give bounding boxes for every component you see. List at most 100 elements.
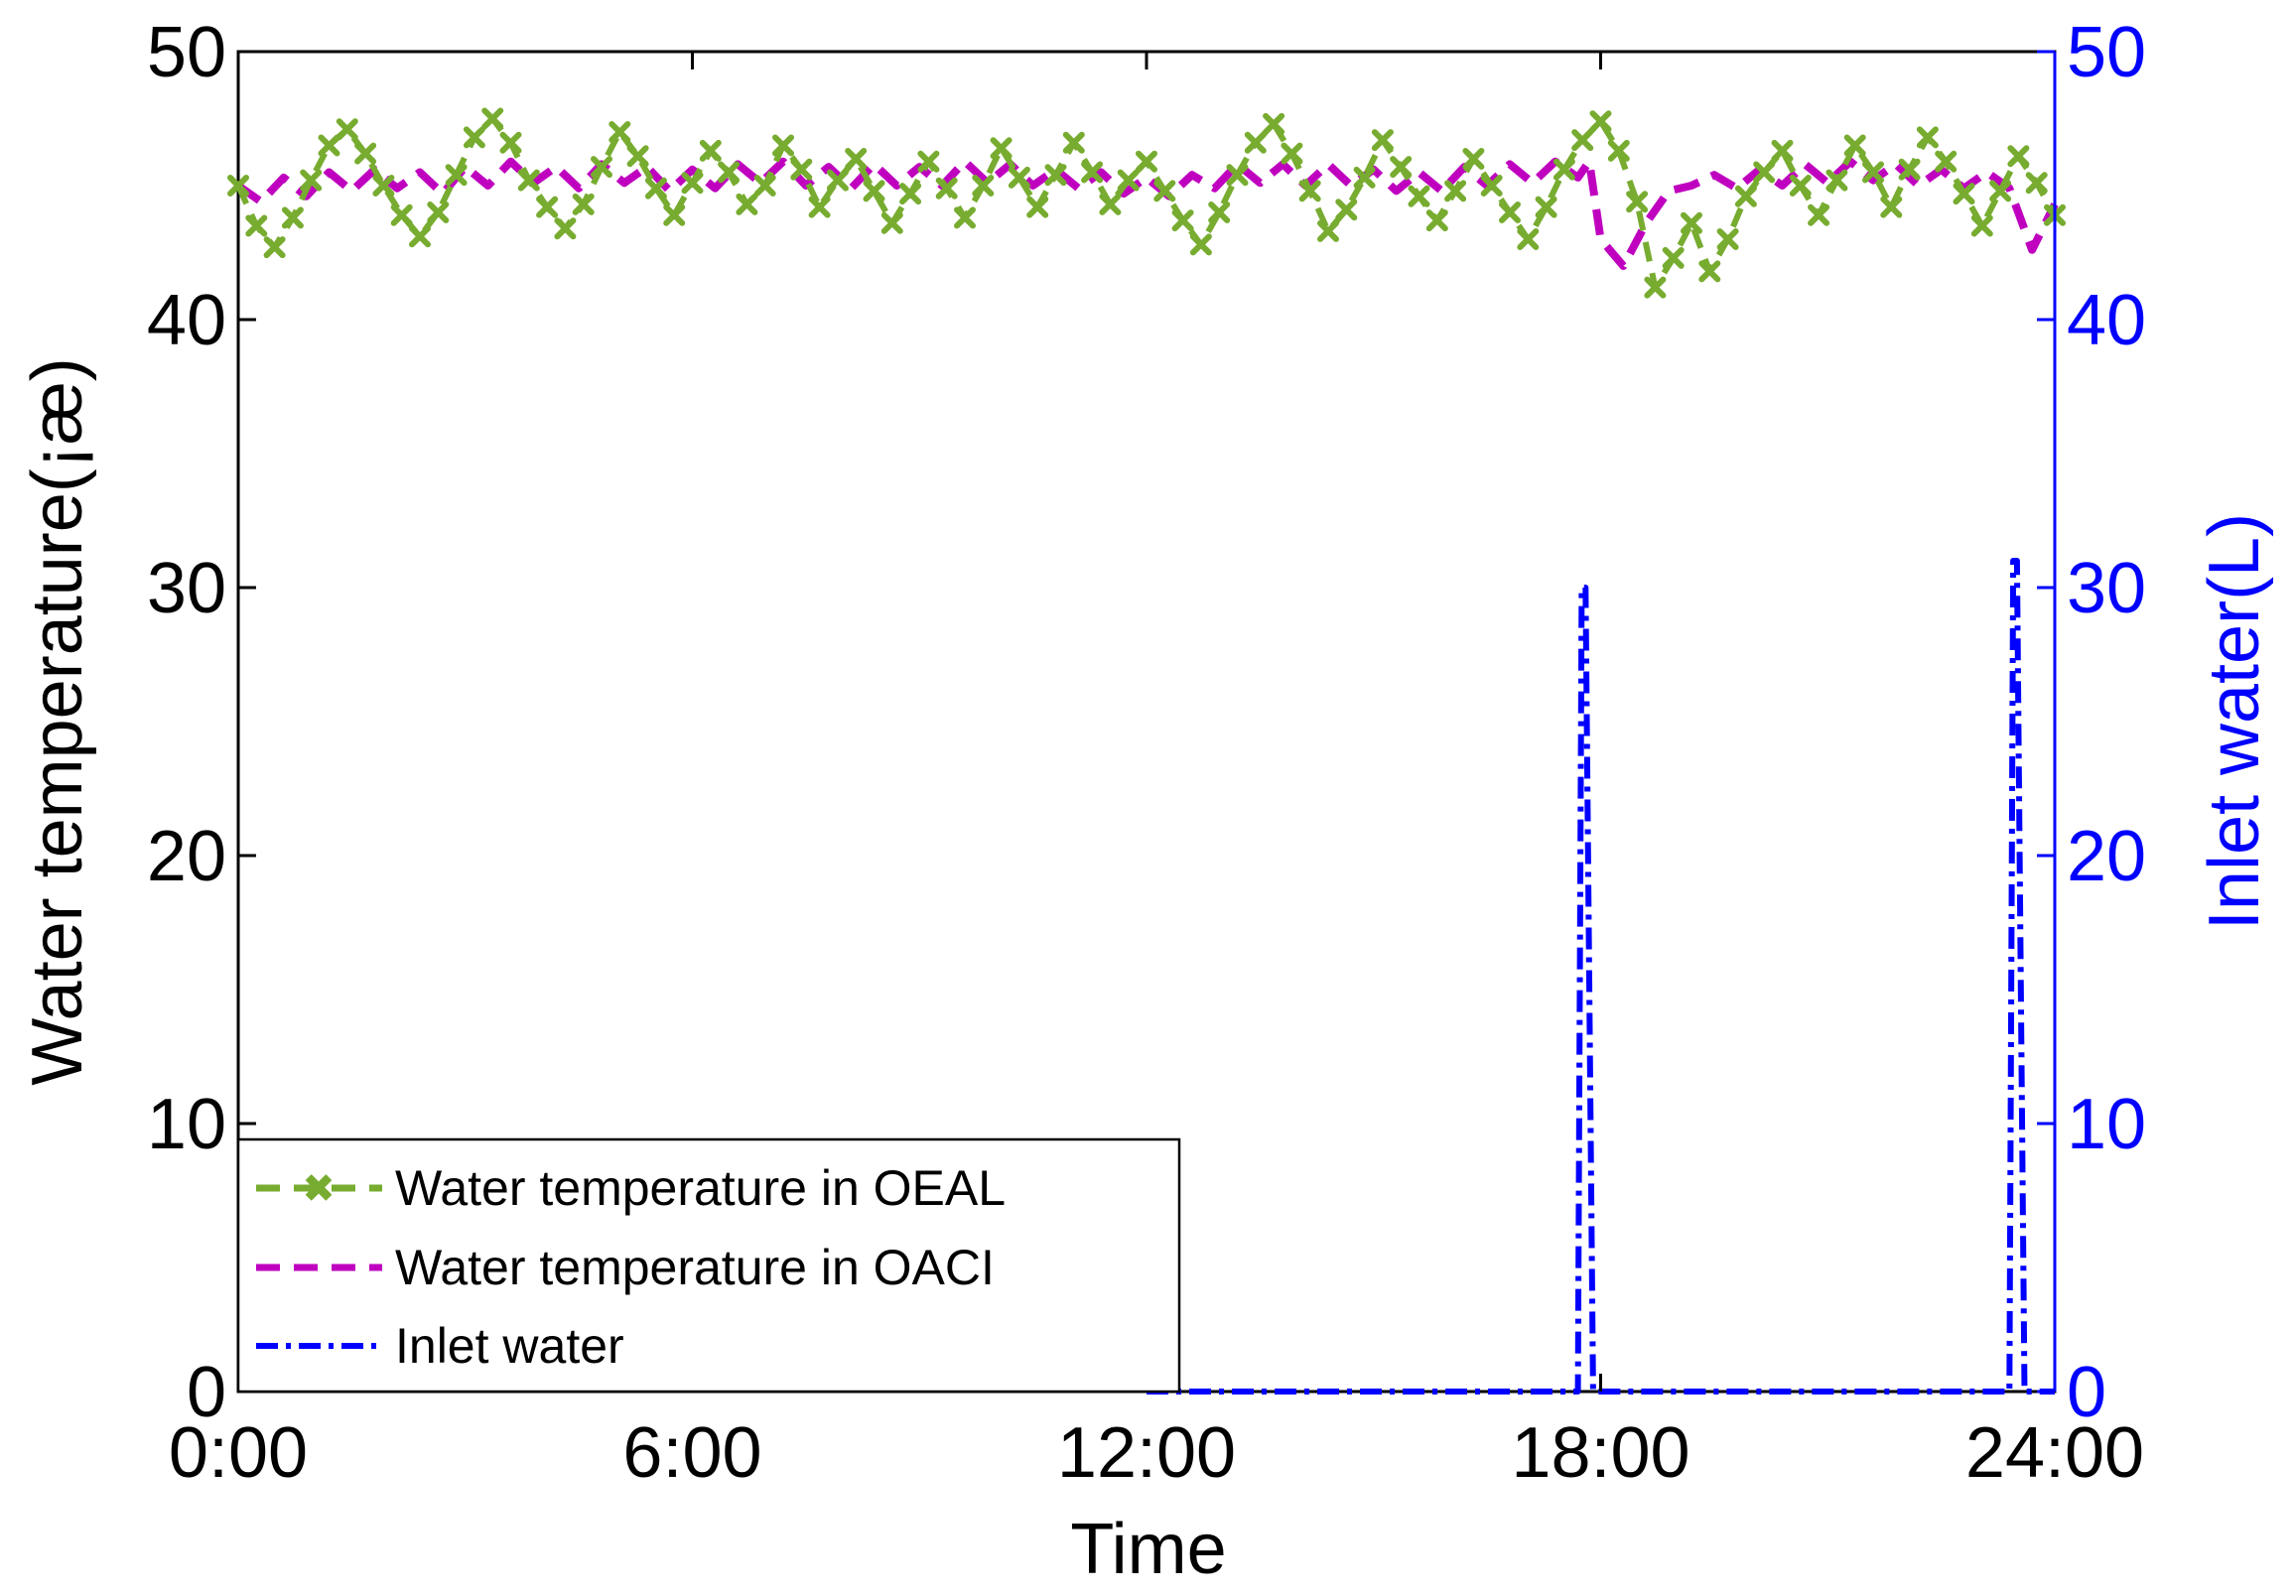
y-tick-label: 20	[147, 817, 226, 896]
oeal-marker	[608, 121, 631, 143]
oeal-marker	[699, 139, 722, 162]
oeal-marker	[1171, 209, 1194, 232]
legend-oeal-label: Water temperature in OEAL	[395, 1160, 1006, 1216]
ticks-layer: 0:00 6:00 12:00 18:00 24:0001020304050010203…	[147, 13, 2146, 1493]
oeal-marker	[1390, 156, 1413, 179]
oeal-marker	[1808, 203, 1830, 226]
oeal-marker	[390, 203, 413, 226]
oeal-marker	[409, 225, 431, 248]
y2-tick-label: 20	[2067, 817, 2146, 896]
legend-inlet-label: Inlet water	[395, 1318, 624, 1374]
oeal-marker	[1898, 158, 1921, 181]
legend-oaci-label: Water temperature in OACI	[395, 1240, 995, 1295]
oeal-marker	[1970, 214, 1993, 237]
oeal-marker	[1425, 209, 1448, 232]
oeal-marker	[1281, 142, 1303, 165]
oeal-marker	[554, 217, 577, 240]
x-axis-title: Time	[1070, 1510, 1226, 1589]
x-tick-label: 0:00	[169, 1413, 308, 1493]
oeal-marker	[1444, 180, 1467, 202]
oeal-marker	[1681, 211, 1702, 234]
y-tick-label: 30	[147, 549, 226, 628]
oeal-marker	[499, 131, 522, 154]
oeal-marker	[808, 196, 831, 218]
oeal-marker	[1298, 180, 1321, 202]
oeal-marker	[1553, 158, 1575, 181]
oeal-marker	[1208, 201, 1231, 223]
oeal-marker	[427, 201, 450, 223]
y-axis-title: Water temperature(¡æ)	[18, 357, 97, 1086]
oeal-marker	[1153, 180, 1176, 202]
oeal-marker	[863, 180, 885, 202]
oeal-marker	[1626, 191, 1649, 213]
oeal-marker	[1008, 166, 1030, 189]
oeal-marker	[1825, 169, 1848, 192]
oeal-marker	[1716, 228, 1739, 250]
oeal-marker	[790, 158, 813, 181]
oeal-marker	[736, 193, 758, 215]
y2-tick-label: 10	[2067, 1085, 2146, 1164]
oeal-marker	[1535, 196, 1557, 218]
oeal-marker	[481, 107, 504, 130]
y2-tick-label: 30	[2067, 549, 2146, 628]
oeal-marker	[1734, 185, 1757, 207]
oeal-marker	[935, 177, 958, 200]
oeal-marker	[517, 169, 540, 192]
y2-axis-title: Inlet water(L)	[2195, 513, 2274, 930]
oeal-marker	[300, 169, 323, 192]
legend-oeal-marker: ✖	[302, 1167, 336, 1211]
oeal-marker	[1843, 134, 1866, 157]
oeal-marker	[1571, 129, 1594, 152]
oeal-marker	[1026, 196, 1049, 218]
oeal-marker	[663, 203, 686, 226]
inlet-water-line	[1147, 558, 2055, 1395]
oeal-marker	[626, 145, 649, 168]
oeal-marker	[354, 142, 377, 165]
oeal-marker	[1644, 276, 1667, 299]
oeal-marker	[463, 126, 485, 149]
oeal-marker	[1263, 112, 1285, 135]
oeal-marker	[227, 175, 249, 197]
oeal-marker	[826, 169, 849, 192]
oeal-marker	[1698, 260, 1721, 283]
legend-box	[236, 1137, 1181, 1394]
oeal-marker	[1044, 164, 1067, 187]
y2-tick-label: 50	[2067, 13, 2146, 92]
series-layer	[227, 107, 2066, 1395]
oeal-marker	[1880, 196, 1903, 218]
oeal-marker	[536, 196, 559, 218]
oeal-marker	[263, 236, 286, 259]
oeal-marker	[753, 175, 776, 197]
oeal-marker	[1771, 139, 1794, 162]
oeal-marker	[1462, 148, 1485, 170]
y2-tick-label: 40	[2067, 281, 2146, 360]
x-tick-label: 24:00	[1965, 1413, 2144, 1493]
oeal-marker	[1753, 161, 1776, 184]
oeal-marker	[1935, 150, 1958, 173]
oeal-marker	[1317, 219, 1339, 242]
oeal-marker	[1499, 201, 1521, 223]
oeal-marker	[1189, 233, 1212, 256]
oeal-marker	[1989, 180, 2012, 202]
x-tick-label: 18:00	[1511, 1413, 1689, 1493]
y-tick-label: 10	[147, 1085, 226, 1164]
oeal-marker	[644, 177, 667, 200]
oeal-marker	[1117, 169, 1140, 192]
oeal-marker	[1062, 131, 1085, 154]
oeal-marker	[281, 206, 304, 229]
oeal-marker	[1099, 193, 1122, 215]
y-tick-label: 40	[147, 281, 226, 360]
oeal-marker	[2025, 172, 2048, 195]
x-tick-label: 12:00	[1057, 1413, 1236, 1493]
oeal-marker	[1862, 161, 1884, 184]
oeal-marker	[1662, 246, 1685, 269]
oeal-marker	[1335, 199, 1358, 221]
oeal-marker	[1226, 164, 1249, 187]
oeal-marker	[1953, 183, 1975, 205]
oeal-marker	[972, 175, 995, 197]
oeal-marker	[245, 214, 268, 237]
oeal-marker	[572, 193, 595, 215]
oeal-marker	[1081, 161, 1104, 184]
oeal-marker	[445, 164, 468, 187]
